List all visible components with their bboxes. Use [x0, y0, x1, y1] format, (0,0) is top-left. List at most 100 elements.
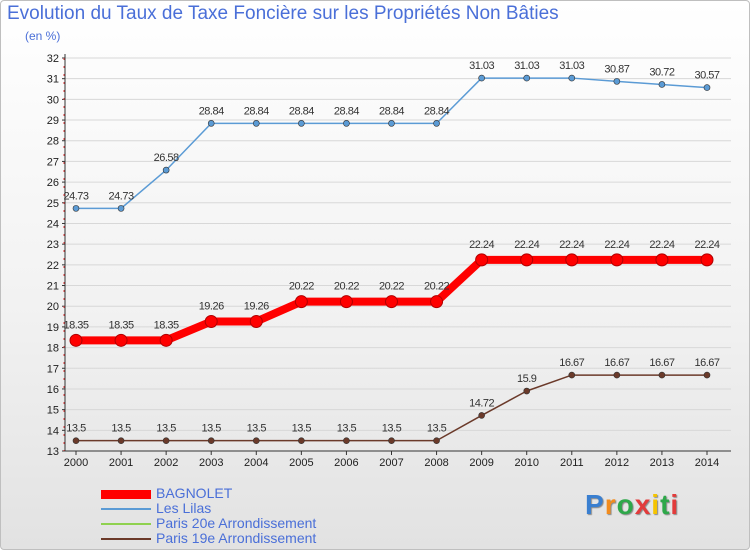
- data-point-paris-19e-arrondissement: [343, 437, 350, 444]
- data-point-les-lilas: [613, 78, 621, 85]
- y-tick-label: 20: [47, 301, 59, 313]
- legend-label-paris-20e: Paris 20e Arrondissement: [156, 515, 317, 531]
- data-label-paris-19e-arrondissement: 13.5: [247, 423, 267, 435]
- data-point-paris-19e-arrondissement: [568, 371, 576, 379]
- logo-letter: i: [651, 489, 661, 520]
- data-point-les-lilas: [72, 205, 80, 212]
- y-tick-label: 13: [47, 446, 59, 458]
- data-label-bagnolet: 22.24: [649, 239, 674, 251]
- data-label-paris-19e-arrondissement: 13.5: [202, 423, 222, 435]
- data-point-bagnolet: [520, 253, 534, 267]
- y-tick-label: 24: [47, 218, 59, 230]
- data-point-paris-19e-arrondissement: [298, 437, 305, 444]
- y-tick-label: 30: [47, 94, 59, 106]
- data-label-les-lilas: 26.58: [154, 152, 179, 164]
- data-label-les-lilas: 28.84: [289, 105, 314, 117]
- data-label-paris-19e-arrondissement: 13.5: [337, 423, 357, 435]
- x-tick-label: 2008: [424, 457, 448, 469]
- data-point-les-lilas: [568, 74, 576, 82]
- y-tick-label: 31: [47, 74, 59, 86]
- data-label-bagnolet: 18.35: [63, 319, 88, 331]
- data-point-paris-19e-arrondissement: [658, 371, 666, 379]
- data-label-bagnolet: 20.22: [379, 281, 404, 293]
- data-point-paris-19e-arrondissement: [613, 371, 621, 379]
- x-tick-label: 2002: [154, 457, 178, 469]
- data-point-les-lilas: [298, 120, 305, 127]
- data-label-paris-19e-arrondissement: 13.5: [66, 423, 86, 435]
- data-label-les-lilas: 30.87: [604, 63, 629, 75]
- data-point-paris-19e-arrondissement: [433, 437, 440, 444]
- y-tick-label: 17: [47, 363, 59, 375]
- y-tick-label: 23: [47, 239, 59, 251]
- data-point-bagnolet: [655, 253, 669, 267]
- data-label-paris-19e-arrondissement: 13.5: [156, 423, 176, 435]
- data-label-paris-19e-arrondissement: 13.5: [427, 423, 447, 435]
- data-label-les-lilas: 24.73: [109, 190, 134, 202]
- data-point-bagnolet: [475, 253, 489, 267]
- y-tick-label: 32: [47, 53, 59, 65]
- data-point-les-lilas: [162, 166, 170, 174]
- data-label-les-lilas: 28.84: [244, 105, 269, 117]
- data-point-paris-19e-arrondissement: [388, 437, 395, 444]
- data-point-bagnolet: [294, 295, 308, 309]
- x-tick-label: 2012: [605, 457, 629, 469]
- data-label-les-lilas: 31.03: [469, 60, 494, 72]
- data-label-les-lilas: 28.84: [424, 105, 449, 117]
- data-point-bagnolet: [114, 333, 128, 347]
- data-point-paris-19e-arrondissement: [207, 437, 215, 444]
- data-point-les-lilas: [523, 74, 531, 82]
- legend-label-paris-19e: Paris 19e Arrondissement: [156, 530, 317, 546]
- data-label-bagnolet: 20.22: [289, 281, 314, 293]
- data-label-paris-19e-arrondissement: 13.5: [292, 423, 312, 435]
- x-tick-label: 2010: [514, 457, 538, 469]
- x-tick-label: 2014: [695, 457, 719, 469]
- x-tick-label: 2006: [334, 457, 358, 469]
- data-label-bagnolet: 19.26: [244, 301, 269, 313]
- data-label-paris-19e-arrondissement: 16.67: [649, 357, 674, 369]
- x-tick-label: 2009: [469, 457, 493, 469]
- data-point-bagnolet: [565, 253, 579, 267]
- y-tick-label: 15: [47, 405, 59, 417]
- data-label-bagnolet: 18.35: [109, 319, 134, 331]
- legend-label-les-lilas: Les Lilas: [156, 500, 212, 516]
- x-tick-label: 2003: [199, 457, 223, 469]
- data-label-les-lilas: 28.84: [199, 105, 224, 117]
- data-label-bagnolet: 22.24: [514, 239, 539, 251]
- y-tick-label: 29: [47, 115, 59, 127]
- y-tick-label: 21: [47, 281, 59, 293]
- data-point-les-lilas: [117, 205, 125, 212]
- data-point-les-lilas: [207, 120, 215, 127]
- data-point-les-lilas: [252, 120, 260, 127]
- logo-letter: r: [604, 489, 617, 520]
- series-line-les-lilas: [76, 77, 708, 210]
- y-tick-label: 26: [47, 177, 59, 189]
- legend-swatch-les-lilas: [101, 508, 151, 510]
- data-label-bagnolet: 22.24: [604, 239, 629, 251]
- x-tick-label: 2007: [379, 457, 403, 469]
- data-label-paris-19e-arrondissement: 13.5: [111, 423, 131, 435]
- legend-label-bagnolet: BAGNOLET: [156, 485, 233, 501]
- y-tick-label: 14: [47, 425, 59, 437]
- data-point-bagnolet: [69, 333, 83, 347]
- data-label-les-lilas: 30.72: [649, 66, 674, 78]
- data-label-paris-19e-arrondissement: 16.67: [604, 357, 629, 369]
- data-point-les-lilas: [478, 74, 485, 82]
- y-tick-label: 22: [47, 260, 59, 272]
- x-tick-label: 2000: [64, 457, 88, 469]
- logo-letter: x: [634, 489, 652, 520]
- data-label-paris-19e-arrondissement: 16.67: [559, 357, 584, 369]
- x-tick-label: 2001: [109, 457, 133, 469]
- data-point-bagnolet: [204, 315, 218, 329]
- logo-letter: o: [616, 489, 635, 520]
- data-point-paris-19e-arrondissement: [252, 437, 260, 444]
- data-label-paris-19e-arrondissement: 13.5: [382, 423, 402, 435]
- data-label-les-lilas: 30.57: [694, 70, 719, 82]
- x-tick-label: 2011: [560, 457, 584, 469]
- data-point-paris-19e-arrondissement: [72, 437, 80, 444]
- logo-letter: i: [670, 489, 680, 520]
- data-point-les-lilas: [433, 120, 440, 127]
- data-point-bagnolet: [339, 295, 353, 309]
- logo-letter: P: [585, 489, 605, 520]
- data-label-les-lilas: 31.03: [514, 60, 539, 72]
